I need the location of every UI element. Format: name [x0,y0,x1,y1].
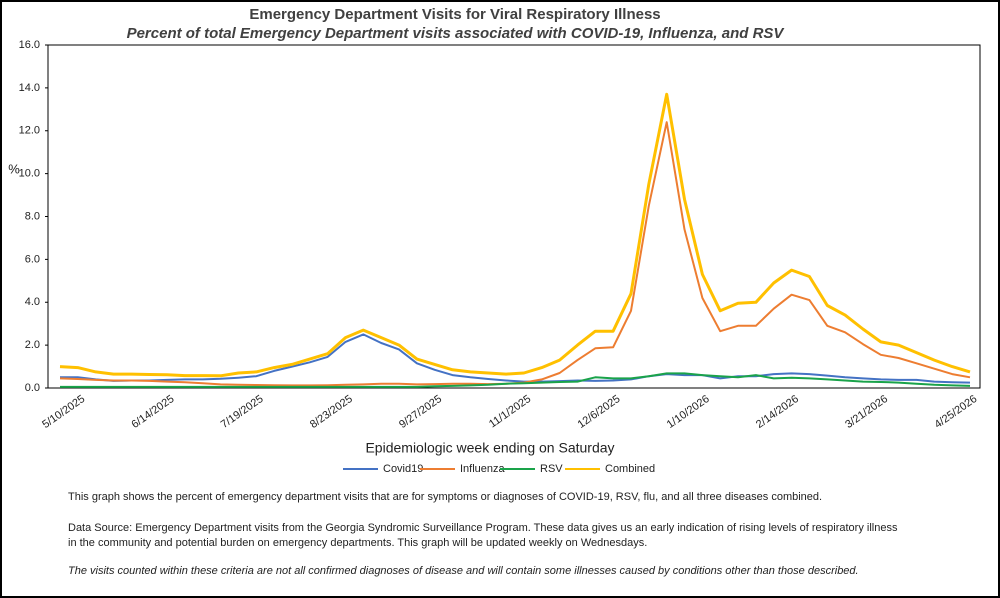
y-tick-label: 4.0 [25,296,40,308]
note-text: This graph shows the percent of emergenc… [68,491,822,503]
legend-label: Influenza [460,463,506,475]
legend-label: Covid19 [383,463,423,475]
note-text: Data Source: Emergency Department visits… [68,522,898,534]
y-tick-label: 8.0 [25,210,40,222]
y-tick-label: 2.0 [25,339,40,351]
x-axis-label: Epidemiologic week ending on Saturday [365,440,614,456]
legend-label: RSV [540,463,563,475]
y-tick-label: 16.0 [19,39,40,51]
note-text: in the community and potential burden on… [68,537,647,549]
y-tick-label: 12.0 [19,125,40,137]
line-series [59,92,971,378]
y-tick-label: 10.0 [19,168,40,180]
note-text: The visits counted within these criteria… [68,565,859,577]
chart-subtitle: Percent of total Emergency Department vi… [127,25,786,42]
legend-label: Combined [605,463,655,475]
line-series [60,333,971,384]
y-tick-label: 0.0 [25,382,40,394]
chart-title: Emergency Department Visits for Viral Re… [249,6,660,23]
y-tick-label: 14.0 [19,82,40,94]
y-tick-label: 6.0 [25,253,40,265]
line-series [60,372,971,388]
y-axis-label: % [8,161,20,176]
